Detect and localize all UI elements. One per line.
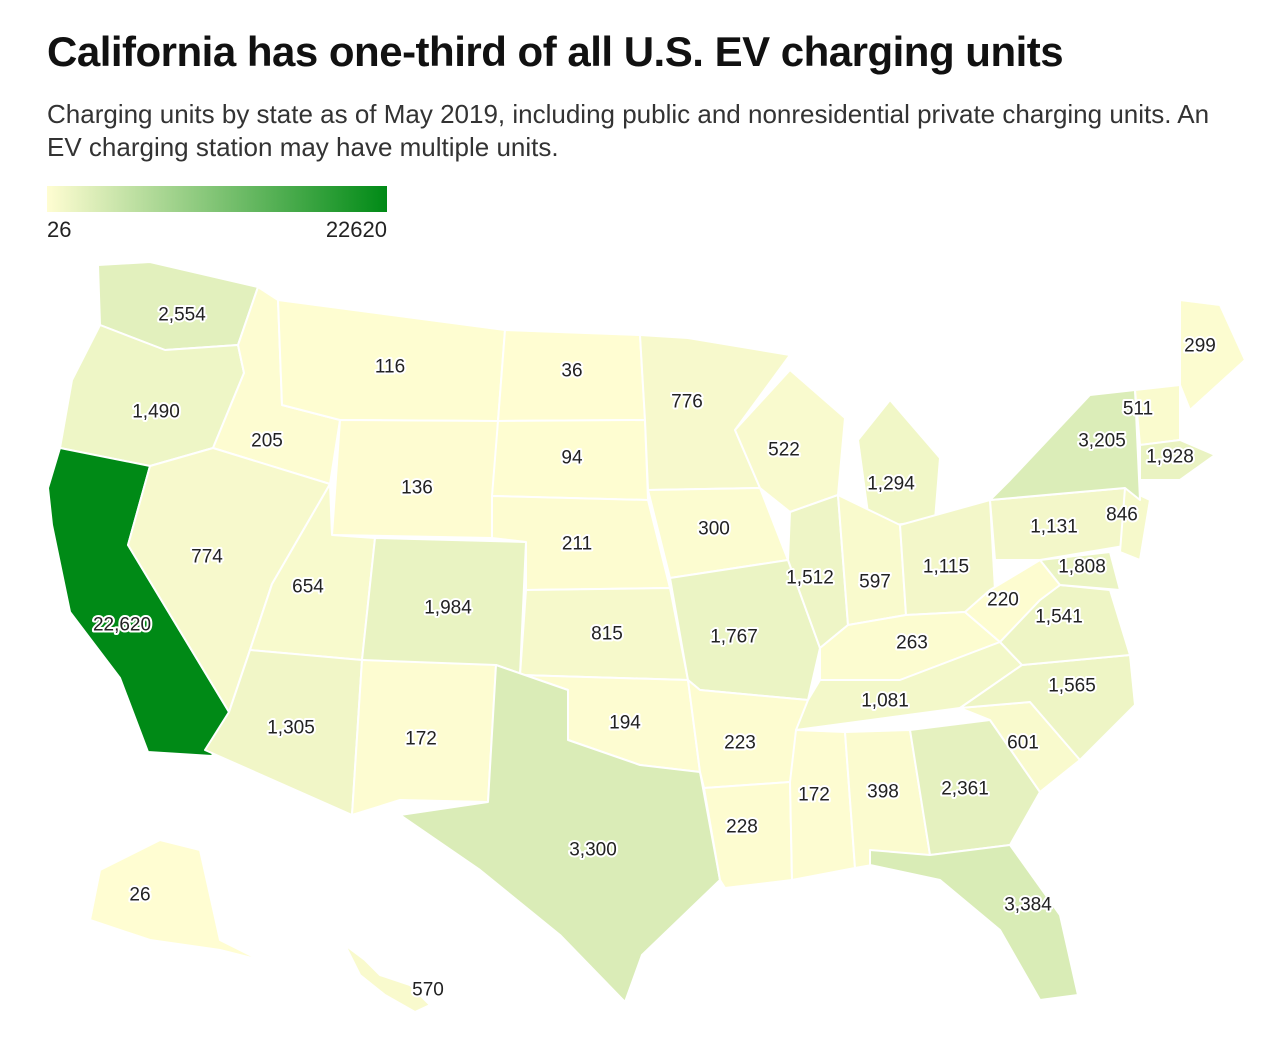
state-label-fl: 3,384	[1004, 895, 1052, 916]
state-label-wi: 522	[768, 440, 800, 461]
state-label-in: 597	[859, 572, 891, 593]
state-label-mt: 116	[375, 357, 405, 378]
state-tx[interactable]	[399, 664, 721, 1003]
state-label-mi: 1,294	[867, 474, 915, 495]
state-nj[interactable]	[1119, 487, 1151, 561]
state-mi[interactable]	[857, 399, 941, 529]
state-la[interactable]	[703, 781, 793, 889]
state-label-ok: 194	[609, 713, 641, 734]
state-label-wv: 220	[987, 590, 1019, 611]
state-label-ca: 22,620	[93, 615, 151, 636]
state-label-ky: 263	[896, 633, 928, 654]
state-label-ma: 1,928	[1146, 447, 1194, 468]
state-label-ga: 2,361	[941, 779, 989, 800]
state-nm[interactable]	[351, 659, 497, 816]
state-label-az: 1,305	[267, 718, 315, 739]
state-ak[interactable]	[89, 839, 261, 961]
state-label-tn: 1,081	[861, 691, 909, 712]
state-label-la: 228	[726, 817, 758, 838]
state-label-oh: 1,115	[923, 557, 969, 578]
state-label-co: 1,984	[424, 598, 472, 619]
state-md[interactable]	[1039, 551, 1121, 591]
state-label-ar: 223	[724, 733, 756, 754]
state-label-ak: 26	[129, 885, 150, 906]
state-label-ne: 211	[562, 534, 592, 555]
state-label-nv: 774	[191, 547, 223, 568]
state-label-me: 299	[1184, 336, 1216, 357]
state-label-wy: 136	[401, 478, 433, 499]
state-label-ia: 300	[698, 519, 730, 540]
state-label-ms: 172	[798, 785, 830, 806]
state-label-nc: 1,565	[1048, 676, 1096, 697]
state-ny[interactable]	[989, 389, 1141, 501]
state-fl[interactable]	[869, 844, 1079, 1001]
state-label-ks: 815	[591, 624, 623, 645]
state-label-al: 398	[867, 782, 899, 803]
state-label-mn: 776	[671, 392, 703, 413]
state-label-md: 1,808	[1058, 557, 1106, 578]
state-label-nd: 36	[561, 361, 582, 382]
state-label-sd: 94	[561, 448, 583, 469]
state-ga[interactable]	[909, 719, 1041, 856]
legend-max-label: 22620	[325, 217, 387, 242]
state-label-mo: 1,767	[710, 627, 758, 648]
state-label-vt: 511	[1123, 399, 1153, 420]
state-label-tx: 3,300	[569, 840, 617, 861]
legend-min-label: 26	[47, 217, 72, 242]
state-label-va: 1,541	[1035, 607, 1083, 628]
chart-title: California has one-third of all U.S. EV …	[47, 28, 1064, 75]
state-label-il: 1,512	[786, 568, 834, 589]
state-hi[interactable]	[344, 944, 431, 1013]
state-me[interactable]	[1179, 299, 1246, 411]
state-ma[interactable]	[1139, 439, 1216, 481]
legend-gradient-bar	[47, 186, 387, 212]
state-label-sc: 601	[1007, 733, 1039, 754]
state-az[interactable]	[204, 649, 363, 816]
state-label-ut: 654	[292, 577, 324, 598]
state-label-nj: 846	[1106, 505, 1138, 526]
chart-subtitle: Charging units by state as of May 2019, …	[47, 99, 1210, 162]
state-label-pa: 1,131	[1030, 517, 1078, 538]
state-label-nm: 172	[405, 729, 437, 750]
color-legend: 26 22620	[47, 186, 387, 242]
state-label-wa: 2,554	[158, 305, 206, 326]
state-label-ny: 3,205	[1078, 431, 1126, 452]
state-label-or: 1,490	[132, 402, 180, 423]
state-label-id: 205	[251, 431, 283, 452]
state-label-hi: 570	[412, 980, 444, 1001]
